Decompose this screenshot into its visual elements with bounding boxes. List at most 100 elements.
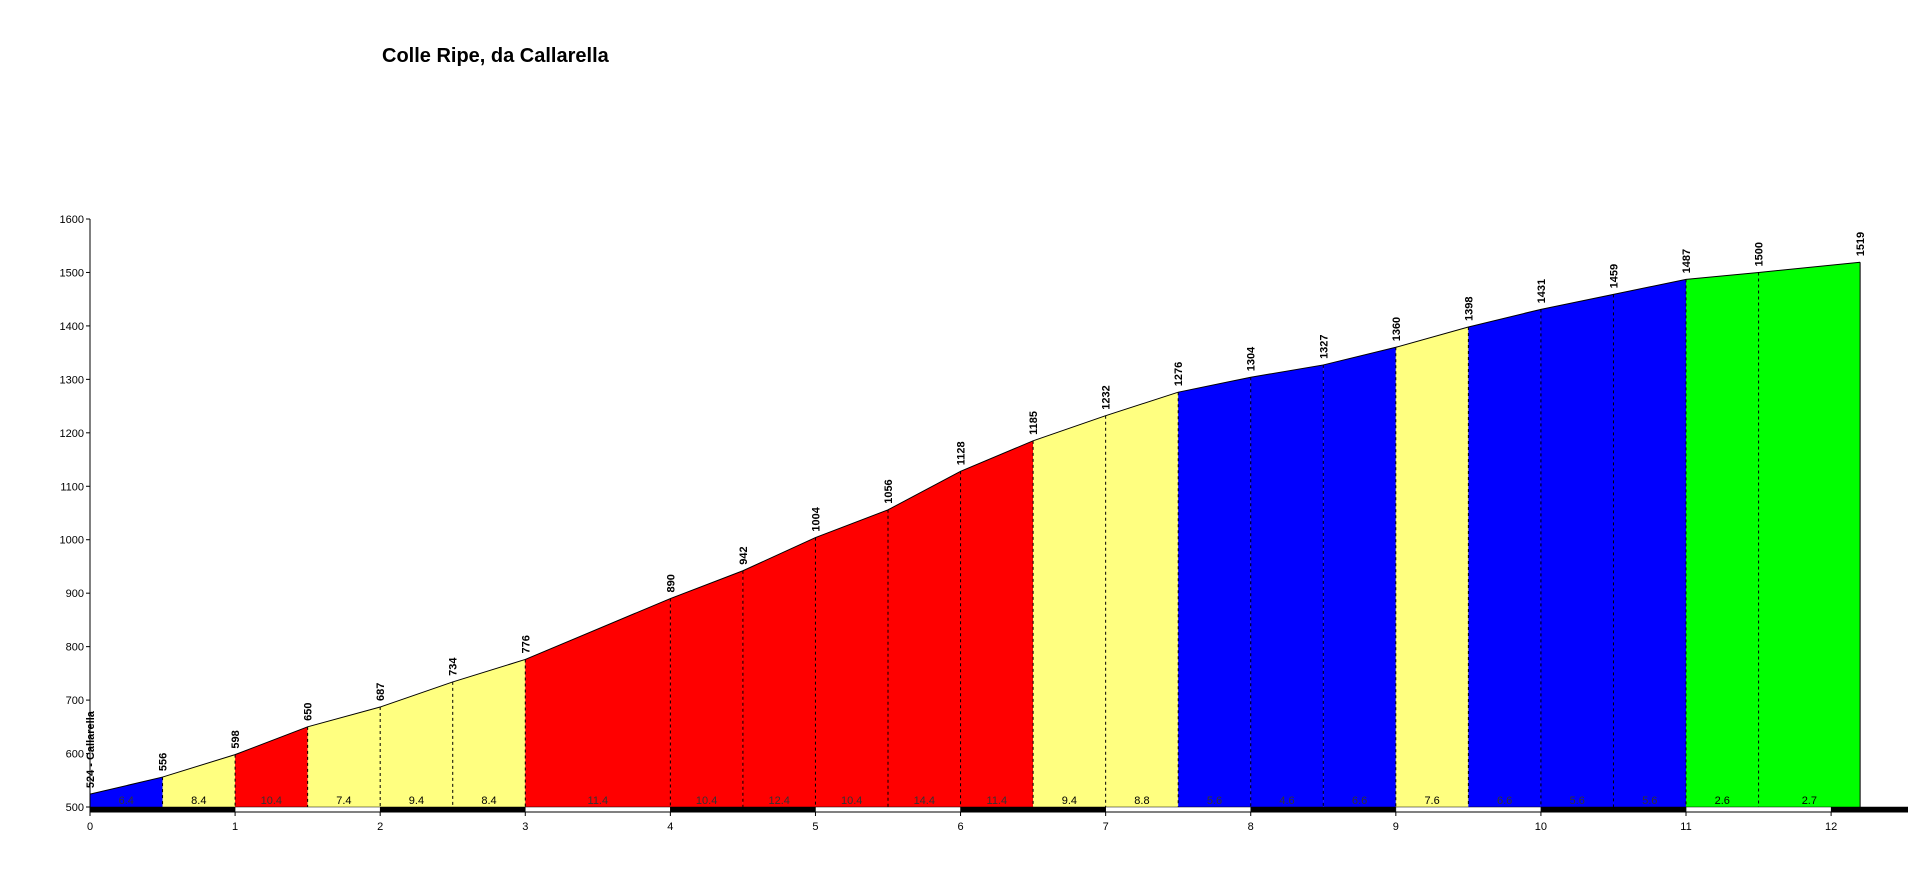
- elevation-label: 1431: [1536, 279, 1548, 303]
- x-tick-label: 9: [1393, 821, 1399, 833]
- segment: [1033, 415, 1106, 807]
- segment: [1178, 377, 1251, 807]
- km-bar: [234, 806, 381, 813]
- elevation-label: 942: [738, 546, 750, 564]
- elevation-label: 734: [448, 657, 460, 676]
- y-tick-label: 1100: [60, 481, 84, 493]
- segment: [1323, 347, 1396, 807]
- y-tick-label: 800: [66, 642, 84, 654]
- elevation-label: 1004: [810, 506, 822, 531]
- segment: [815, 509, 889, 807]
- elevation-label: 1398: [1463, 296, 1475, 320]
- segment: [1540, 294, 1614, 807]
- elevation-label: 1128: [956, 441, 968, 465]
- elevation-label: 687: [375, 683, 387, 701]
- elevation-label: 598: [230, 730, 242, 748]
- gradient-label: 14.4: [914, 795, 935, 807]
- elevation-label: 1519: [1855, 232, 1867, 256]
- segment: [1613, 279, 1687, 807]
- km-bar: [89, 806, 236, 813]
- segment: [742, 537, 816, 807]
- y-tick-label: 900: [66, 588, 84, 600]
- gradient-label: 10.4: [841, 795, 862, 807]
- segment: [1686, 272, 1759, 807]
- segment: [960, 440, 1034, 807]
- gradient-label: 10.4: [696, 795, 717, 807]
- x-tick-label: 8: [1248, 821, 1254, 833]
- elevation-label: 776: [520, 635, 532, 653]
- x-tick-label: 12: [1825, 821, 1837, 833]
- gradient-label: 6.6: [1352, 795, 1367, 807]
- elevation-label: 1232: [1101, 385, 1113, 409]
- elevation-label: 1487: [1681, 249, 1693, 273]
- y-tick-label: 600: [66, 749, 84, 761]
- segment: [888, 471, 961, 807]
- km-bar: [670, 806, 816, 813]
- elevation-label: 890: [665, 574, 677, 592]
- segment: [1758, 262, 1861, 807]
- gradient-label: 4.6: [1279, 795, 1294, 807]
- elevation-label: 1459: [1608, 264, 1620, 288]
- km-bar: [1685, 806, 1832, 813]
- km-bar: [1540, 806, 1687, 813]
- x-tick-label: 7: [1103, 821, 1109, 833]
- km-bar: [1830, 806, 1908, 813]
- x-tick-label: 2: [377, 821, 383, 833]
- x-tick-label: 0: [87, 821, 93, 833]
- segment: [380, 681, 453, 807]
- y-tick-label: 1300: [60, 374, 84, 386]
- x-tick-label: 11: [1680, 821, 1691, 833]
- segment: [235, 726, 308, 807]
- gradient-label: 9.4: [1062, 795, 1077, 807]
- segment: [307, 707, 381, 807]
- elevation-label: 650: [303, 702, 315, 720]
- gradient-label: 8.4: [481, 795, 496, 807]
- gradient-label: 5.6: [1642, 795, 1657, 807]
- km-bar: [1105, 806, 1252, 813]
- km-bar: [1250, 806, 1397, 813]
- y-tick-label: 1200: [60, 428, 84, 440]
- y-tick-label: 1400: [60, 321, 84, 333]
- segment: [90, 777, 163, 807]
- x-tick-label: 6: [957, 821, 963, 833]
- km-bar: [525, 806, 671, 813]
- chart-title: Colle Ripe, da Callarella: [382, 45, 610, 67]
- segment: [670, 570, 743, 807]
- km-bar: [960, 806, 1106, 813]
- gradient-label: 8.8: [1134, 795, 1149, 807]
- segment: [1395, 326, 1469, 807]
- x-tick-label: 3: [522, 821, 528, 833]
- x-tick-label: 5: [812, 821, 818, 833]
- y-tick-label: 1600: [60, 214, 84, 226]
- elevation-label: 1056: [883, 479, 895, 503]
- elevation-label: 556: [158, 753, 170, 771]
- y-tick-label: 700: [66, 695, 84, 707]
- segment: [525, 598, 671, 807]
- y-tick-label: 500: [66, 802, 84, 814]
- segment: [1468, 309, 1541, 807]
- segment: [1250, 364, 1324, 807]
- gradient-label: 11.4: [588, 795, 609, 807]
- y-tick-label: 1500: [60, 267, 84, 279]
- gradient-label: 11.4: [987, 795, 1008, 807]
- elevation-label: 1500: [1754, 242, 1766, 266]
- x-tick-label: 10: [1535, 821, 1547, 833]
- gradient-label: 6.6: [1497, 795, 1512, 807]
- gradient-label: 10.4: [261, 795, 282, 807]
- gradient-label: 7.4: [336, 795, 351, 807]
- segment: [1105, 392, 1179, 807]
- x-tick-label: 4: [667, 821, 673, 833]
- segment: [162, 754, 236, 807]
- gradient-label: 9.4: [409, 795, 424, 807]
- km-bar: [815, 806, 961, 813]
- elevation-label: 1276: [1173, 362, 1185, 386]
- elevation-label: 524 - Callarella: [85, 710, 97, 788]
- x-tick-label: 1: [232, 821, 238, 833]
- elevation-label: 1304: [1246, 346, 1258, 371]
- gradient-label: 8.4: [191, 795, 206, 807]
- gradient-label: 7.6: [1424, 795, 1439, 807]
- profile-line: [89, 261, 1861, 795]
- km-bar: [1395, 806, 1542, 813]
- elevation-label: 1327: [1318, 334, 1330, 358]
